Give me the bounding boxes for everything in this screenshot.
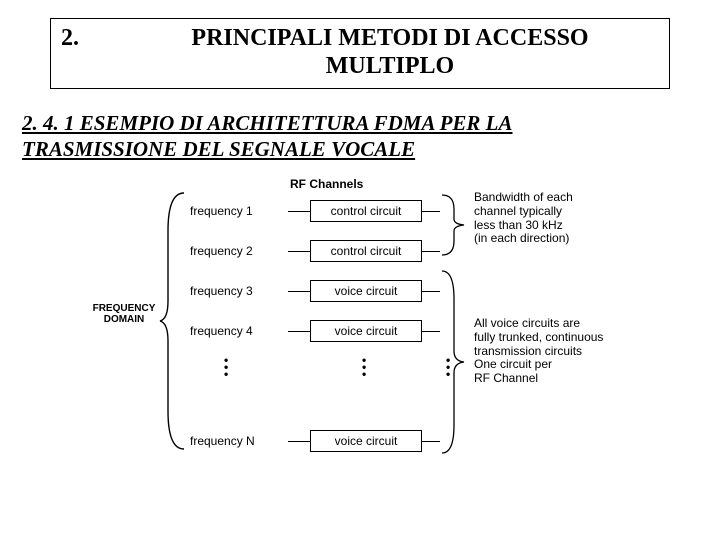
connector-line [422,441,440,442]
circuit-box: control circuit [310,240,422,262]
connector-line [422,331,440,332]
freq-row: frequency 4 voice circuit [190,319,440,343]
brace-right-bottom [440,269,466,455]
title-number: 2. [61,25,121,52]
title-box: 2. PRINCIPALI METODI DI ACCESSO MULTIPLO [50,18,670,89]
title-text: PRINCIPALI METODI DI ACCESSO MULTIPLO [121,25,659,80]
brace-left [158,191,186,451]
circuit-box: voice circuit [310,430,422,452]
freq-row: frequency 3 voice circuit [190,279,440,303]
rf-channels-header: RF Channels [290,177,363,191]
freq-row: frequency 2 control circuit [190,239,440,263]
connector-line [288,331,310,332]
circuit-box: voice circuit [310,280,422,302]
voice-circuits-note: All voice circuits are fully trunked, co… [474,317,644,386]
freq-label: frequency 1 [190,204,288,218]
connector-line [422,291,440,292]
circuit-box: voice circuit [310,320,422,342]
title-line1: PRINCIPALI METODI DI ACCESSO [191,25,588,51]
frequency-domain-label: FREQUENCY DOMAIN [88,303,160,325]
subtitle-line2: TRASMISSIONE DEL SEGNALE VOCALE [22,137,415,161]
connector-line [422,251,440,252]
connector-line [288,211,310,212]
fdma-diagram: RF Channels FREQUENCY DOMAIN frequency 1… [90,185,650,505]
ellipsis-dots: ••• [362,357,366,379]
brace-right-top [440,193,466,257]
freq-label: frequency 3 [190,284,288,298]
connector-line [288,251,310,252]
freq-label: frequency 2 [190,244,288,258]
section-subtitle: 2. 4. 1 ESEMPIO DI ARCHITETTURA FDMA PER… [22,110,513,163]
freq-row: frequency N voice circuit [190,429,440,453]
circuit-box: control circuit [310,200,422,222]
connector-line [422,211,440,212]
freq-label: frequency 4 [190,324,288,338]
ellipsis-dots: ••• [224,357,228,379]
connector-line [288,441,310,442]
subtitle-line1: 2. 4. 1 ESEMPIO DI ARCHITETTURA FDMA PER… [22,111,513,135]
title-line2: MULTIPLO [326,53,454,79]
freq-row: frequency 1 control circuit [190,199,440,223]
bandwidth-note: Bandwidth of each channel typically less… [474,191,644,246]
freq-label: frequency N [190,434,288,448]
connector-line [288,291,310,292]
